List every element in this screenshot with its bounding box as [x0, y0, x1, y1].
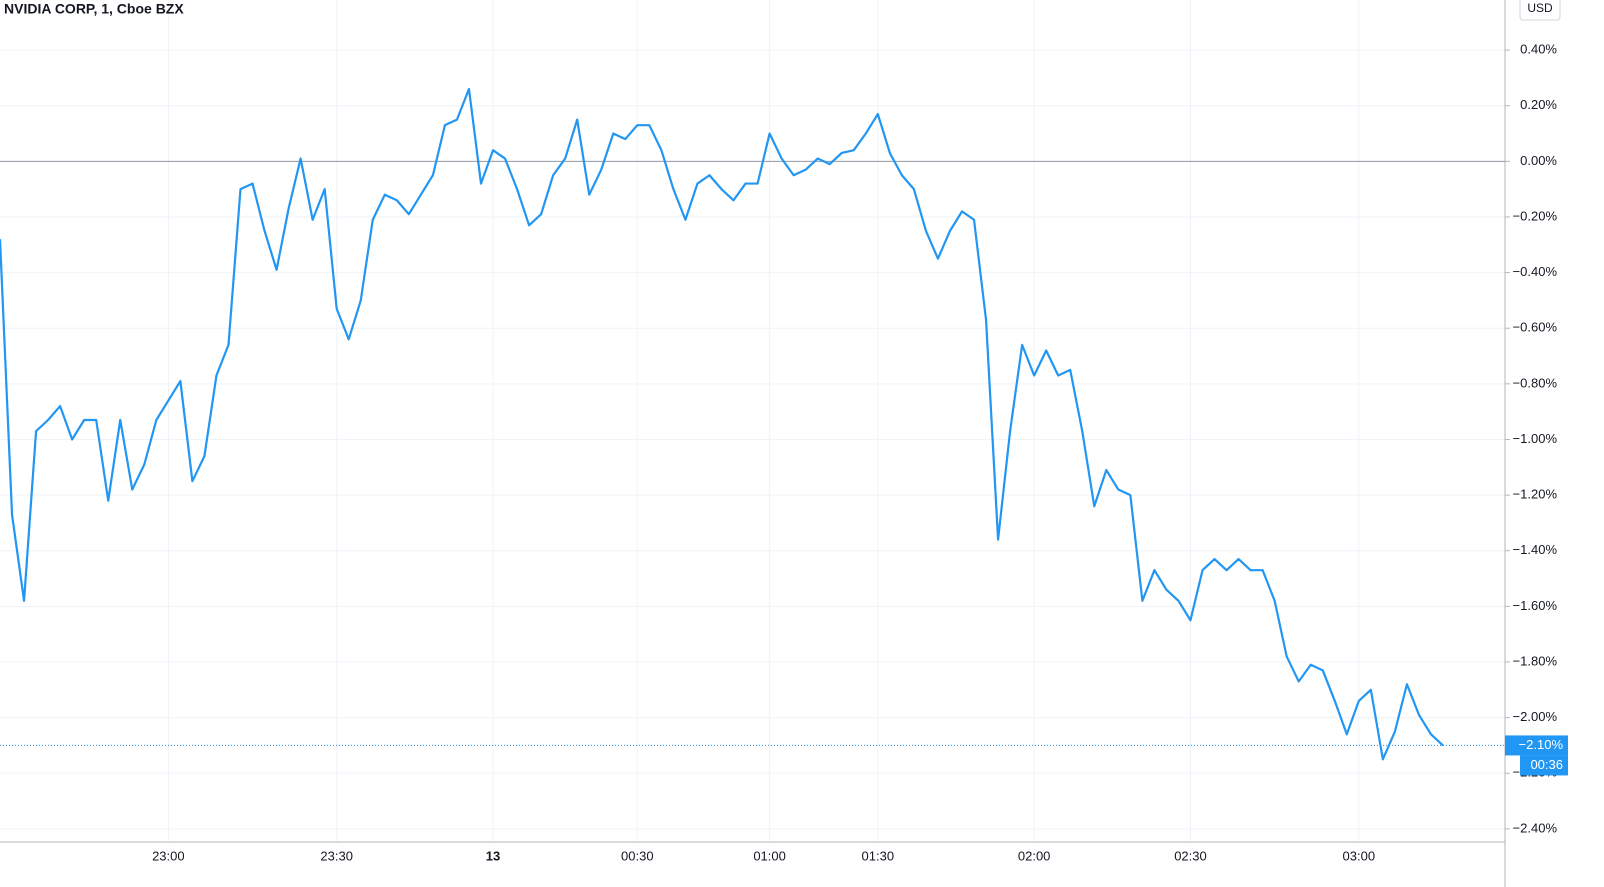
y-tick-label: −1.00% — [1513, 431, 1558, 446]
x-tick-label: 23:00 — [152, 848, 185, 863]
y-tick-label: −1.60% — [1513, 598, 1558, 613]
x-tick-label: 00:30 — [621, 848, 654, 863]
y-tick-label: −2.00% — [1513, 709, 1558, 724]
currency[interactable]: USD — [1527, 1, 1553, 15]
price-label-box — [1505, 735, 1568, 756]
y-tick-label: −0.20% — [1513, 208, 1558, 223]
x-tick-label: 03:00 — [1343, 848, 1376, 863]
x-tick-label: 01:30 — [862, 848, 895, 863]
y-tick-label: −0.60% — [1513, 320, 1558, 335]
x-tick-label: 13 — [486, 848, 500, 863]
currency-box[interactable] — [1519, 0, 1561, 21]
y-tick-label: 0.20% — [1520, 97, 1557, 112]
x-tick-label: 02:30 — [1174, 848, 1207, 863]
y-tick-label: 0.40% — [1520, 42, 1557, 57]
countdown-box — [1520, 755, 1568, 776]
chart-title: NVIDIA CORP, 1, Cboe BZX — [4, 1, 184, 17]
y-tick-label: 0.00% — [1520, 153, 1557, 168]
x-tick-label: 23:30 — [320, 848, 353, 863]
price-line — [0, 87, 1444, 761]
y-tick-label: −0.40% — [1513, 264, 1558, 279]
y-tick-label: −1.20% — [1513, 487, 1558, 502]
y-tick-label: −1.80% — [1513, 653, 1558, 668]
x-tick-label: 01:00 — [753, 848, 786, 863]
y-tick-label: −0.80% — [1513, 375, 1558, 390]
x-tick-label: 02:00 — [1018, 848, 1051, 863]
y-tick-label: −2.40% — [1513, 820, 1558, 835]
y-tick-label: −1.40% — [1513, 542, 1558, 557]
countdown: 00:36 — [1530, 757, 1563, 772]
price-label: −2.10% — [1519, 737, 1564, 752]
